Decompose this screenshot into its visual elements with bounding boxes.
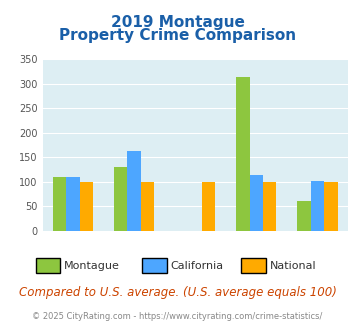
Bar xyxy=(311,181,324,231)
Bar xyxy=(114,167,127,231)
Text: Property Crime Comparison: Property Crime Comparison xyxy=(59,28,296,43)
Bar xyxy=(250,175,263,231)
Bar xyxy=(53,177,66,231)
Text: California: California xyxy=(170,261,224,271)
Bar xyxy=(324,182,338,231)
Text: Compared to U.S. average. (U.S. average equals 100): Compared to U.S. average. (U.S. average … xyxy=(18,285,337,299)
Bar xyxy=(236,77,250,231)
Text: 2019 Montague: 2019 Montague xyxy=(110,15,245,30)
Bar xyxy=(66,177,80,231)
Bar xyxy=(202,182,215,231)
Text: Montague: Montague xyxy=(64,261,120,271)
Bar xyxy=(127,151,141,231)
Bar xyxy=(141,182,154,231)
Bar xyxy=(80,182,93,231)
Bar xyxy=(263,182,277,231)
Text: © 2025 CityRating.com - https://www.cityrating.com/crime-statistics/: © 2025 CityRating.com - https://www.city… xyxy=(32,312,323,321)
Bar xyxy=(297,201,311,231)
Text: National: National xyxy=(270,261,316,271)
